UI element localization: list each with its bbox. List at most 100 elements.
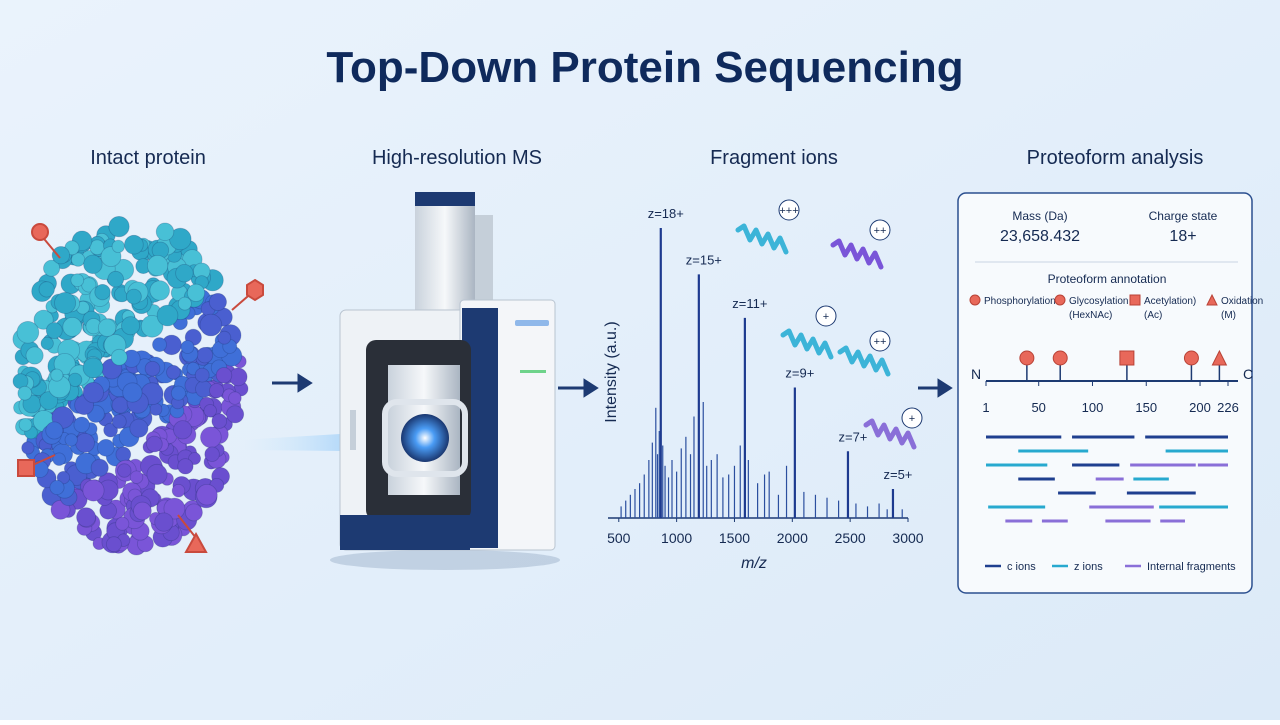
pin-head bbox=[17, 459, 35, 477]
charge-label: + bbox=[909, 413, 915, 425]
atom bbox=[56, 470, 71, 485]
atom bbox=[146, 435, 163, 453]
peak-label: z=5+ bbox=[883, 467, 912, 482]
atom bbox=[94, 283, 111, 301]
peak-label: z=9+ bbox=[785, 366, 814, 381]
atom bbox=[152, 337, 167, 353]
atom bbox=[203, 404, 217, 418]
x-tick-label: 2500 bbox=[835, 530, 866, 546]
atom bbox=[199, 313, 223, 337]
atom bbox=[53, 352, 76, 375]
atom bbox=[73, 416, 90, 434]
atom bbox=[146, 463, 168, 485]
atom bbox=[226, 405, 245, 424]
charge-label: ++ bbox=[874, 225, 887, 237]
atom bbox=[156, 304, 179, 327]
site-marker bbox=[1119, 350, 1135, 366]
atom bbox=[68, 372, 83, 387]
x-tick-label: 2000 bbox=[777, 530, 808, 546]
mod-legend-symbol bbox=[1054, 294, 1066, 306]
mod-legend-label: Phosphorylation bbox=[984, 296, 1056, 307]
atom bbox=[186, 283, 206, 302]
atom bbox=[171, 484, 186, 498]
atom bbox=[108, 216, 130, 238]
charge-label: + bbox=[823, 311, 829, 323]
arrow-head bbox=[583, 378, 599, 398]
atom bbox=[64, 433, 78, 447]
atom bbox=[133, 501, 152, 521]
atom bbox=[163, 497, 186, 520]
stage-label: Fragment ions bbox=[710, 147, 838, 169]
atom bbox=[122, 382, 143, 403]
atom bbox=[173, 420, 193, 440]
shadow bbox=[330, 550, 560, 570]
charge-label: ++ bbox=[874, 336, 887, 348]
site-marker bbox=[1211, 349, 1228, 366]
peptide bbox=[780, 328, 834, 360]
atom bbox=[170, 385, 186, 401]
site-marker bbox=[1183, 350, 1199, 366]
atom bbox=[21, 441, 35, 455]
atom bbox=[62, 316, 83, 337]
pin-head bbox=[246, 278, 264, 302]
atom bbox=[184, 503, 203, 522]
atom bbox=[196, 484, 218, 506]
atom bbox=[211, 413, 228, 429]
fragment-legend-label: c ions bbox=[1007, 561, 1036, 573]
charge-badge bbox=[869, 330, 891, 352]
atom bbox=[110, 348, 128, 366]
atom bbox=[177, 458, 194, 475]
atom bbox=[208, 292, 227, 311]
annotation-title: Proteoform annotation bbox=[1048, 272, 1167, 286]
atom bbox=[200, 426, 222, 449]
atom bbox=[121, 316, 141, 336]
charge-label: Charge state bbox=[1149, 209, 1218, 223]
atom bbox=[196, 347, 214, 364]
protein-model bbox=[12, 216, 249, 556]
mod-legend-label: (M) bbox=[1221, 310, 1236, 321]
sequence-tick-label: 226 bbox=[1217, 400, 1239, 415]
mod-legend-label: Oxidation bbox=[1221, 296, 1263, 307]
atom bbox=[51, 246, 71, 265]
mod-legend-symbol bbox=[1129, 294, 1141, 306]
sequence-tick-label: 1 bbox=[982, 400, 989, 415]
mass-value: 23,658.432 bbox=[1000, 228, 1080, 245]
atom bbox=[204, 446, 220, 462]
mod-legend-label: (HexNAc) bbox=[1069, 310, 1112, 321]
pin-head bbox=[184, 531, 208, 553]
atom bbox=[45, 421, 64, 440]
atom bbox=[43, 259, 61, 277]
charge-badge bbox=[815, 305, 837, 327]
handle bbox=[350, 410, 356, 450]
arrows bbox=[272, 373, 953, 398]
atom bbox=[209, 383, 225, 399]
atom bbox=[25, 346, 44, 365]
mod-legend-symbol bbox=[969, 294, 981, 306]
atom bbox=[144, 360, 161, 377]
x-tick-label: 1000 bbox=[661, 530, 692, 546]
charge-badge bbox=[901, 407, 923, 429]
led bbox=[520, 370, 546, 373]
peptide bbox=[830, 238, 884, 270]
x-tick-label: 1500 bbox=[719, 530, 750, 546]
atom bbox=[97, 318, 117, 337]
c-terminus: C bbox=[1243, 366, 1253, 382]
pin-head bbox=[31, 223, 49, 241]
atom bbox=[82, 381, 105, 404]
charge-badge bbox=[778, 199, 800, 221]
peptide bbox=[863, 418, 917, 450]
atom bbox=[82, 479, 105, 502]
x-axis-label: m/z bbox=[741, 555, 767, 572]
charge-value: 18+ bbox=[1169, 228, 1196, 245]
title: Top-Down Protein Sequencing bbox=[326, 43, 963, 92]
atom bbox=[97, 438, 115, 457]
x-tick-label: 3000 bbox=[892, 530, 923, 546]
atom bbox=[147, 255, 169, 277]
mod-legend-label: Glycosylation bbox=[1069, 296, 1128, 307]
sequence-tick-label: 150 bbox=[1135, 400, 1157, 415]
atom bbox=[149, 280, 170, 301]
site-marker bbox=[1052, 350, 1068, 366]
atom bbox=[70, 273, 85, 288]
atom bbox=[175, 264, 194, 283]
